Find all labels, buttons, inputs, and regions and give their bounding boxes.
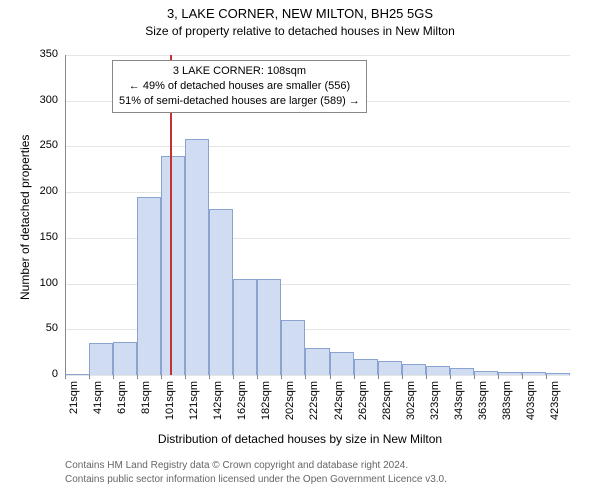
x-tick [257,375,258,379]
y-tick-label: 350 [30,48,58,60]
y-tick-label: 100 [30,277,58,289]
x-tick-label: 242sqm [333,381,345,431]
gridline [65,55,570,56]
y-axis [65,55,66,375]
x-tick [89,375,90,379]
annotation-line: ← 49% of detached houses are smaller (55… [119,79,360,94]
histogram-bar [137,197,161,375]
histogram-bar [257,279,281,375]
annotation-line: 3 LAKE CORNER: 108sqm [119,64,360,79]
x-axis-label: Distribution of detached houses by size … [0,432,600,446]
x-tick [426,375,427,379]
histogram-bar [281,320,305,375]
histogram-bar [354,359,378,375]
x-tick [185,375,186,379]
x-tick-label: 121sqm [188,381,200,431]
footer-line: Contains HM Land Registry data © Crown c… [65,460,408,471]
x-tick [233,375,234,379]
histogram-bar [233,279,257,375]
x-tick-label: 41sqm [92,381,104,431]
annotation-box: 3 LAKE CORNER: 108sqm ← 49% of detached … [112,60,367,113]
x-tick [498,375,499,379]
x-tick [474,375,475,379]
histogram-bar [113,342,137,375]
y-tick-label: 150 [30,231,58,243]
x-tick [354,375,355,379]
histogram-bar [546,373,570,375]
histogram-bar [65,374,89,375]
histogram-bar [522,372,546,375]
x-tick-label: 142sqm [212,381,224,431]
y-tick-label: 200 [30,185,58,197]
histogram-bar [305,348,329,375]
histogram-bar [330,352,354,375]
gridline [65,146,570,147]
histogram-bar [378,361,402,375]
x-tick [65,375,66,379]
histogram-bar [209,209,233,375]
y-tick-label: 0 [30,368,58,380]
x-tick-label: 162sqm [236,381,248,431]
x-tick [209,375,210,379]
x-tick [546,375,547,379]
x-tick [161,375,162,379]
x-tick [378,375,379,379]
x-tick-label: 61sqm [116,381,128,431]
histogram-bar [89,343,113,375]
x-tick-label: 282sqm [381,381,393,431]
x-tick [137,375,138,379]
x-tick [402,375,403,379]
annotation-line: 51% of semi-detached houses are larger (… [119,94,360,109]
x-tick-label: 423sqm [549,381,561,431]
y-tick-label: 300 [30,94,58,106]
y-tick-label: 50 [30,322,58,334]
x-tick [330,375,331,379]
x-tick-label: 101sqm [164,381,176,431]
x-tick-label: 202sqm [284,381,296,431]
x-tick [113,375,114,379]
histogram-bar [450,368,474,375]
x-tick-label: 323sqm [429,381,441,431]
x-tick-label: 363sqm [477,381,489,431]
histogram-bar [426,366,450,375]
gridline [65,192,570,193]
x-tick-label: 383sqm [501,381,513,431]
x-tick [522,375,523,379]
histogram-bar [185,139,209,375]
chart-container: 3, LAKE CORNER, NEW MILTON, BH25 5GS Siz… [0,0,600,500]
x-tick-label: 182sqm [260,381,272,431]
x-tick-label: 343sqm [453,381,465,431]
x-tick-label: 262sqm [357,381,369,431]
page-subtitle: Size of property relative to detached ho… [0,24,600,38]
y-axis-label: Number of detached properties [18,135,32,300]
x-tick-label: 222sqm [308,381,320,431]
page-title: 3, LAKE CORNER, NEW MILTON, BH25 5GS [0,6,600,21]
x-tick-label: 403sqm [525,381,537,431]
footer-line: Contains public sector information licen… [65,474,447,485]
y-tick-label: 250 [30,139,58,151]
histogram-bar [498,372,522,375]
histogram-bar [474,371,498,375]
gridline [65,375,570,376]
histogram-bar [402,364,426,375]
x-tick [450,375,451,379]
x-tick-label: 302sqm [405,381,417,431]
histogram-bar [161,156,185,375]
x-tick [305,375,306,379]
x-tick-label: 21sqm [68,381,80,431]
x-tick [281,375,282,379]
x-tick-label: 81sqm [140,381,152,431]
